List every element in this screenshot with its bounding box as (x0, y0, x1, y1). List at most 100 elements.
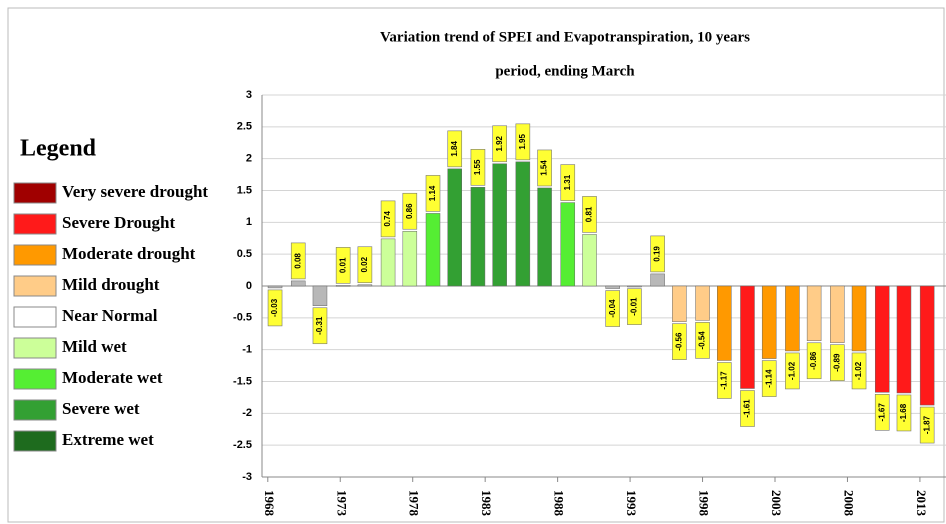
y-tick-label: 2 (246, 153, 252, 165)
legend-label: Moderate drought (62, 244, 196, 263)
value-label: 1.14 (428, 185, 437, 201)
value-label-box (672, 323, 687, 360)
chart-title: Variation trend of SPEI and Evapotranspi… (380, 29, 750, 45)
legend-label: Near Normal (62, 306, 158, 325)
bar (560, 202, 576, 287)
value-label-box (919, 406, 935, 444)
x-tick-label: 1973 (334, 490, 349, 517)
x-tick-label: 2013 (914, 490, 929, 517)
bar (919, 285, 935, 406)
value-label-box (627, 288, 642, 325)
y-tick-label: 0 (246, 280, 252, 292)
value-label-box (357, 246, 373, 284)
x-tick-label: 2003 (769, 490, 784, 517)
value-label: -0.86 (809, 351, 818, 370)
x-tick-label: 2008 (841, 490, 856, 517)
y-tick-label: 3 (246, 89, 252, 101)
chart-title: period, ending March (495, 63, 635, 79)
bar (470, 187, 486, 287)
legend-swatch (13, 275, 57, 297)
y-tick-label: -1 (242, 344, 252, 356)
x-tick-label: 1983 (479, 490, 494, 517)
y-tick-label: -2 (242, 407, 252, 419)
y-tick-label: -2.5 (233, 439, 252, 451)
x-tick-label: 1978 (407, 490, 422, 517)
y-tick-label: 0.5 (237, 248, 252, 260)
value-label-box (335, 247, 351, 284)
y-tick-label: -0.5 (233, 312, 252, 324)
bar (582, 234, 597, 287)
value-label-box (515, 123, 531, 161)
value-label-box (740, 390, 755, 427)
legend-label: Extreme wet (62, 430, 154, 449)
value-label-box (560, 164, 576, 201)
value-label-box (896, 394, 912, 432)
bar (537, 187, 552, 287)
bar (447, 168, 462, 287)
bar (425, 213, 441, 287)
y-tick-label: 2.5 (237, 121, 252, 133)
legend-label: Very severe drought (62, 182, 208, 201)
bar (267, 285, 283, 289)
legend-swatch (13, 182, 57, 204)
bar (785, 285, 800, 352)
value-label: -1.68 (899, 403, 908, 422)
y-tick-label: 1 (246, 216, 252, 228)
value-label-box (290, 242, 306, 280)
value-label-box (650, 235, 665, 273)
bar (830, 285, 845, 343)
value-label: 0.02 (360, 256, 369, 272)
y-tick-label: 1.5 (237, 184, 252, 196)
legend-swatch (13, 337, 57, 359)
value-label-box (874, 394, 890, 431)
value-label-box (851, 352, 867, 390)
value-label: 1.95 (518, 134, 527, 150)
value-label: -0.03 (270, 298, 279, 317)
value-label: 0.08 (293, 253, 302, 269)
bar (896, 285, 912, 394)
value-label-box (605, 290, 620, 327)
value-label: 0.86 (405, 203, 414, 219)
bar (761, 285, 777, 359)
value-label-box (830, 344, 845, 381)
value-label: -0.01 (630, 297, 639, 316)
value-label-box (470, 149, 486, 186)
value-label-box (492, 125, 507, 163)
value-label: -1.87 (922, 415, 931, 434)
value-label-box (537, 149, 552, 187)
value-label-box (806, 342, 822, 380)
value-label: 1.31 (563, 174, 572, 190)
legend-label: Severe wet (62, 399, 140, 418)
value-label-box (425, 175, 441, 212)
legend-label: Mild wet (62, 337, 127, 356)
bar (806, 285, 822, 342)
legend-swatch (13, 399, 57, 421)
bar (627, 285, 642, 288)
value-label-box (447, 130, 463, 168)
legend-swatch (13, 430, 57, 452)
bar (357, 284, 373, 287)
value-label: 0.74 (383, 211, 392, 227)
y-tick-label: -1.5 (233, 375, 252, 387)
legend-swatch (13, 306, 57, 328)
value-label-box (267, 289, 283, 327)
bar (312, 285, 328, 306)
value-label: -1.17 (719, 371, 728, 390)
value-label-box (716, 362, 732, 399)
value-label: -0.04 (608, 299, 617, 318)
value-label: 1.84 (450, 141, 459, 157)
value-label: -0.31 (315, 316, 324, 335)
bar (740, 285, 755, 389)
value-label-box (312, 307, 328, 345)
value-label: -1.02 (854, 361, 863, 380)
value-label: -0.54 (698, 331, 707, 350)
value-label: -0.56 (674, 332, 683, 351)
legend-label: Moderate wet (62, 368, 163, 387)
legend-label: Severe Drought (62, 213, 176, 232)
legend-swatch (13, 213, 57, 235)
value-label-box (785, 352, 800, 390)
bar (380, 238, 396, 287)
bar (605, 285, 620, 289)
bar (695, 285, 710, 321)
